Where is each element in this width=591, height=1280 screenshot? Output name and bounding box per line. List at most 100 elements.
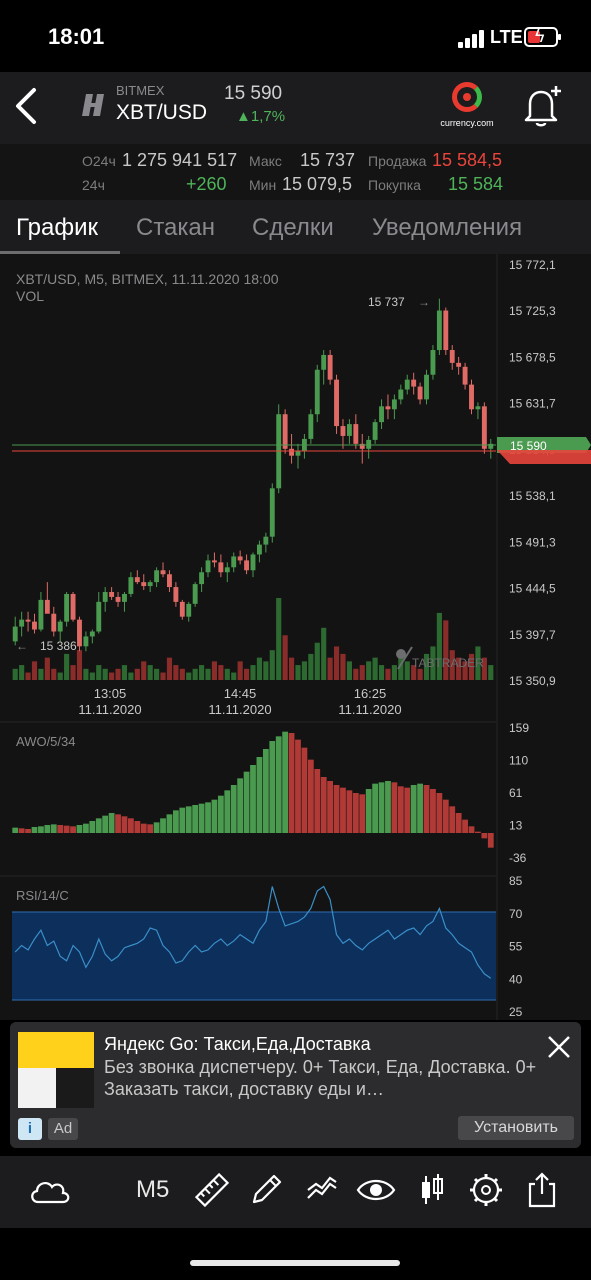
eye-icon[interactable] — [356, 1170, 396, 1210]
candle-body — [385, 406, 391, 410]
candle-body — [366, 439, 372, 449]
candle-body — [96, 601, 102, 632]
volume-bar — [327, 657, 333, 680]
currency-com-logo[interactable]: currency.com — [436, 80, 498, 136]
back-button[interactable] — [12, 84, 42, 128]
ad-banner[interactable]: Яндекс Go: Такси,Еда,Доставка Без звонка… — [10, 1022, 581, 1148]
tab-alerts[interactable]: Уведомления — [372, 214, 523, 241]
tab-chart[interactable]: График — [16, 214, 98, 241]
awo-bar — [128, 818, 134, 833]
awo-bar — [462, 819, 468, 833]
volume-bar — [70, 665, 76, 680]
settings-gear-icon[interactable] — [466, 1170, 506, 1210]
candle-body — [89, 631, 95, 637]
watermark-text: TABTRADER — [412, 656, 484, 670]
candle-body — [424, 374, 429, 400]
candlestick-icon[interactable] — [412, 1170, 452, 1210]
volume-bar — [340, 653, 346, 680]
ad-install-button[interactable]: Установить — [458, 1116, 574, 1140]
volume-bar — [109, 672, 115, 680]
candle-body — [231, 556, 237, 568]
tab-trades[interactable]: Сделки — [252, 214, 334, 241]
ad-text[interactable]: Без звонка диспетчеру. 0+ Такси, Еда, До… — [104, 1057, 537, 1099]
volume-bar — [166, 657, 173, 680]
volume-bar — [366, 661, 372, 680]
awo-bar — [372, 783, 378, 833]
volume-bar — [423, 653, 430, 680]
candle-body — [109, 592, 115, 597]
add-alert-bell-icon[interactable] — [520, 84, 564, 128]
awo-bar — [275, 736, 282, 833]
awo-bar — [121, 816, 128, 833]
price-chart[interactable]: XBT/USD, M5, BITMEX, 11.11.2020 18:00 VO… — [0, 254, 591, 1020]
awo-bar — [417, 783, 423, 833]
volume-bar — [456, 657, 462, 680]
chart-area[interactable]: XBT/USD, M5, BITMEX, 11.11.2020 18:00 VO… — [0, 254, 591, 1020]
low-arrow-icon: ← — [16, 639, 28, 653]
candle-body — [282, 414, 288, 449]
candle-body — [32, 621, 37, 630]
volume-bar — [372, 657, 378, 680]
awo-bar — [404, 787, 411, 833]
volume-bar — [378, 665, 385, 680]
pair-name[interactable]: XBT/USD — [116, 101, 208, 124]
active-tab-indicator — [0, 251, 120, 254]
ruler-icon[interactable] — [192, 1170, 232, 1210]
awo-bar — [262, 749, 269, 833]
awo-bar — [192, 805, 199, 833]
awo-axis-tick: 110 — [509, 754, 528, 768]
volume-bar — [76, 650, 83, 680]
awo-bar — [160, 818, 166, 833]
volume-value: 1 275 941 517 — [122, 150, 238, 170]
volume-bar — [218, 665, 224, 680]
volume-bar — [353, 668, 359, 680]
candle-body — [417, 386, 423, 400]
candle-body — [134, 577, 140, 583]
price-axis-tick: 15 491,3 — [509, 535, 556, 549]
awo-bar — [70, 826, 76, 833]
tab-orderbook[interactable]: Стакан — [136, 214, 216, 241]
share-icon[interactable] — [522, 1170, 562, 1210]
change-24h-value: +260 — [186, 174, 227, 194]
candle-body — [244, 560, 250, 571]
awo-bar — [108, 813, 115, 833]
exchange-logo-icon — [82, 94, 104, 116]
volume-bar — [398, 657, 404, 680]
price-axis-tick: 15 444,5 — [509, 582, 556, 596]
timeframe-button[interactable]: M5 — [136, 1176, 170, 1203]
ad-title[interactable]: Яндекс Go: Такси,Еда,Доставка — [104, 1034, 371, 1054]
candle-body — [379, 406, 384, 423]
candle-body — [102, 592, 108, 602]
awo-bar — [205, 802, 211, 833]
status-bar: 18:01 LTE ϟ — [0, 0, 591, 72]
candle-body — [353, 424, 359, 444]
awo-bar — [327, 781, 334, 833]
awo-bar — [256, 757, 263, 833]
volume-bar — [89, 672, 95, 680]
volume-bar — [295, 665, 301, 680]
indicators-icon[interactable] — [302, 1170, 342, 1210]
time-axis-tick: 13:05 — [94, 686, 127, 701]
awo-bar — [282, 731, 289, 833]
pencil-icon[interactable] — [246, 1170, 286, 1210]
candle-body — [404, 379, 410, 390]
awo-bar — [436, 793, 443, 833]
ad-info-icon[interactable]: i — [18, 1118, 42, 1140]
candle-body — [237, 556, 243, 561]
awo-bar — [198, 803, 205, 833]
awo-axis-tick: 159 — [509, 721, 529, 735]
chart-legend: XBT/USD, M5, BITMEX, 11.11.2020 18:00 — [16, 271, 279, 287]
low-price-label: 15 386 — [40, 639, 77, 653]
volume-label: О24ч — [82, 153, 116, 169]
volume-bar — [186, 672, 192, 680]
candle-body — [436, 310, 442, 351]
ad-app-logo[interactable] — [18, 1032, 94, 1108]
awo-axis-tick: -36 — [509, 851, 527, 865]
ad-close-icon[interactable] — [546, 1034, 572, 1060]
rsi-legend: RSI/14/C — [16, 888, 69, 903]
candle-body — [186, 603, 192, 617]
awo-bar — [211, 799, 218, 833]
cloud-icon[interactable] — [28, 1170, 72, 1210]
volume-bar — [147, 665, 153, 680]
high-price-label: 15 737 — [368, 295, 405, 309]
